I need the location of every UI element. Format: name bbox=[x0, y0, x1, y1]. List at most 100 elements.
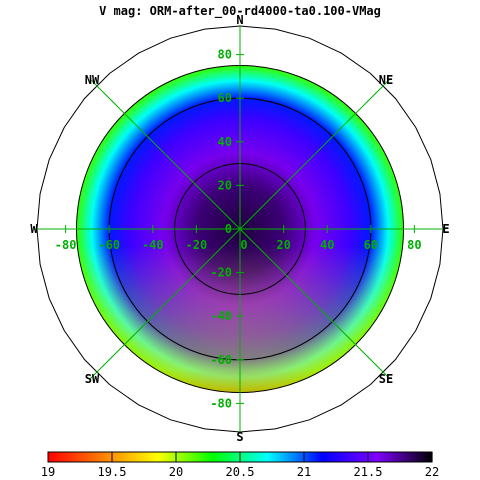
colorbar-cell bbox=[76, 452, 79, 462]
colorbar-cell bbox=[144, 452, 147, 462]
colorbar-cell bbox=[186, 452, 189, 462]
colorbar-cell bbox=[418, 452, 421, 462]
colorbar-cell bbox=[110, 452, 113, 462]
colorbar-cell bbox=[254, 452, 257, 462]
colorbar-cell bbox=[410, 452, 413, 462]
colorbar-cell bbox=[398, 452, 401, 462]
colorbar-cell bbox=[236, 452, 239, 462]
x-tick-label: -20 bbox=[186, 238, 208, 252]
colorbar-cell bbox=[268, 452, 271, 462]
colorbar-cell bbox=[80, 452, 83, 462]
colorbar-cell bbox=[198, 452, 201, 462]
colorbar: 19 19.5 20 20.5 21 21.5 22 bbox=[41, 451, 439, 479]
colorbar-cell bbox=[346, 452, 349, 462]
colorbar-cell bbox=[156, 452, 159, 462]
colorbar-cell bbox=[242, 452, 245, 462]
colorbar-cell bbox=[56, 452, 59, 462]
colorbar-cell bbox=[264, 452, 267, 462]
colorbar-tick-label: 19.5 bbox=[98, 465, 127, 479]
colorbar-cell bbox=[100, 452, 103, 462]
colorbar-cell bbox=[182, 452, 185, 462]
colorbar-cell bbox=[192, 452, 195, 462]
direction-label-e: E bbox=[442, 222, 449, 236]
colorbar-cell bbox=[62, 452, 65, 462]
colorbar-cell bbox=[132, 452, 135, 462]
colorbar-cell bbox=[216, 452, 219, 462]
colorbar-cell bbox=[424, 452, 427, 462]
colorbar-cell bbox=[74, 452, 77, 462]
x-tick-label: -40 bbox=[142, 238, 164, 252]
colorbar-cell bbox=[72, 452, 75, 462]
colorbar-cell bbox=[312, 452, 315, 462]
colorbar-cell bbox=[336, 452, 339, 462]
colorbar-cell bbox=[252, 452, 255, 462]
colorbar-cell bbox=[88, 452, 91, 462]
colorbar-cell bbox=[112, 452, 115, 462]
colorbar-cell bbox=[250, 452, 253, 462]
colorbar-cell bbox=[94, 452, 97, 462]
colorbar-cell bbox=[394, 452, 397, 462]
direction-label-se: SE bbox=[379, 372, 393, 386]
colorbar-cell bbox=[352, 452, 355, 462]
colorbar-tick-label: 21.5 bbox=[354, 465, 383, 479]
colorbar-cell bbox=[224, 452, 227, 462]
colorbar-cell bbox=[316, 452, 319, 462]
x-tick-label: 40 bbox=[320, 238, 334, 252]
colorbar-cell bbox=[314, 452, 317, 462]
colorbar-cell bbox=[96, 452, 99, 462]
x-tick-label: 60 bbox=[364, 238, 378, 252]
colorbar-cell bbox=[390, 452, 393, 462]
colorbar-cell bbox=[114, 452, 117, 462]
colorbar-cell bbox=[356, 452, 359, 462]
y-tick-label: -40 bbox=[210, 309, 232, 323]
colorbar-cell bbox=[222, 452, 225, 462]
colorbar-cell bbox=[248, 452, 251, 462]
colorbar-cell bbox=[306, 452, 309, 462]
colorbar-cell bbox=[228, 452, 231, 462]
colorbar-cell bbox=[90, 452, 93, 462]
colorbar-cell bbox=[234, 452, 237, 462]
colorbar-cell bbox=[184, 452, 187, 462]
colorbar-cell bbox=[210, 452, 213, 462]
colorbar-cell bbox=[386, 452, 389, 462]
colorbar-cell bbox=[240, 452, 243, 462]
colorbar-cell bbox=[58, 452, 61, 462]
colorbar-cell bbox=[380, 452, 383, 462]
colorbar-cell bbox=[146, 452, 149, 462]
direction-label-s: S bbox=[236, 430, 243, 444]
x-tick-label: -80 bbox=[55, 238, 77, 252]
colorbar-cell bbox=[426, 452, 429, 462]
colorbar-cell bbox=[86, 452, 89, 462]
colorbar-cell bbox=[350, 452, 353, 462]
colorbar-cell bbox=[308, 452, 311, 462]
colorbar-tick-label: 21 bbox=[297, 465, 311, 479]
y-tick-label: 40 bbox=[218, 135, 232, 149]
colorbar-cell bbox=[78, 452, 81, 462]
colorbar-cell bbox=[140, 452, 143, 462]
y-tick-label: -80 bbox=[210, 396, 232, 410]
colorbar-cell bbox=[82, 452, 85, 462]
colorbar-cell bbox=[388, 452, 391, 462]
colorbar-cell bbox=[120, 452, 123, 462]
colorbar-cell bbox=[164, 452, 167, 462]
colorbar-cell bbox=[204, 452, 207, 462]
chart-title: V mag: ORM-after_00-rd4000-ta0.100-VMag bbox=[99, 4, 381, 18]
colorbar-cell bbox=[290, 452, 293, 462]
colorbar-cell bbox=[354, 452, 357, 462]
colorbar-cell bbox=[382, 452, 385, 462]
colorbar-cell bbox=[54, 452, 57, 462]
colorbar-cell bbox=[246, 452, 249, 462]
direction-label-n: N bbox=[236, 13, 243, 27]
colorbar-cell bbox=[194, 452, 197, 462]
colorbar-cell bbox=[48, 452, 51, 462]
colorbar-cell bbox=[302, 452, 305, 462]
y-tick-label: 60 bbox=[218, 91, 232, 105]
colorbar-cell bbox=[134, 452, 137, 462]
colorbar-cell bbox=[136, 452, 139, 462]
colorbar-cell bbox=[92, 452, 95, 462]
colorbar-cell bbox=[296, 452, 299, 462]
colorbar-cell bbox=[226, 452, 229, 462]
colorbar-cell bbox=[294, 452, 297, 462]
colorbar-cell bbox=[214, 452, 217, 462]
colorbar-tick-label: 20.5 bbox=[226, 465, 255, 479]
